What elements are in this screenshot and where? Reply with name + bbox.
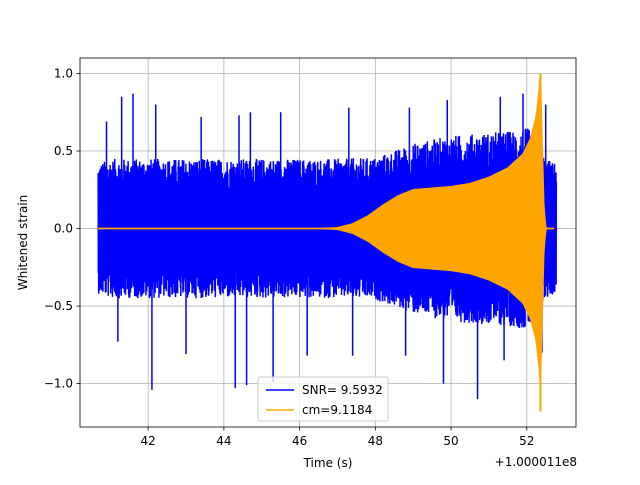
x-tick-label: 46: [292, 434, 307, 448]
legend-label-snr: SNR= 9.5932: [302, 383, 383, 397]
legend-label-cm: cm=9.1184: [302, 403, 372, 417]
y-axis-label: Whitened strain: [16, 195, 30, 291]
y-tick-label: 0.0: [54, 222, 73, 236]
x-tick-label: 50: [443, 434, 458, 448]
x-axis-offset-text: +1.000011e8: [495, 455, 577, 469]
x-tick-label: 48: [368, 434, 383, 448]
x-tick-label: 42: [141, 434, 156, 448]
y-tick-label: −1.0: [44, 377, 73, 391]
tick-layer: 42 44 46 48 50 52 −1.0 −0.5 0.0 0.5 1.0: [44, 67, 535, 448]
y-tick-label: 1.0: [54, 67, 73, 81]
y-tick-label: −0.5: [44, 299, 73, 313]
legend: SNR= 9.5932 cm=9.1184: [257, 376, 389, 422]
y-tick-label: 0.5: [54, 144, 73, 158]
series-layer: [97, 73, 558, 412]
axes-frame: [79, 57, 577, 428]
x-tick-label: 52: [519, 434, 534, 448]
x-tick-label: 44: [216, 434, 231, 448]
x-axis-label: Time (s): [303, 456, 353, 470]
